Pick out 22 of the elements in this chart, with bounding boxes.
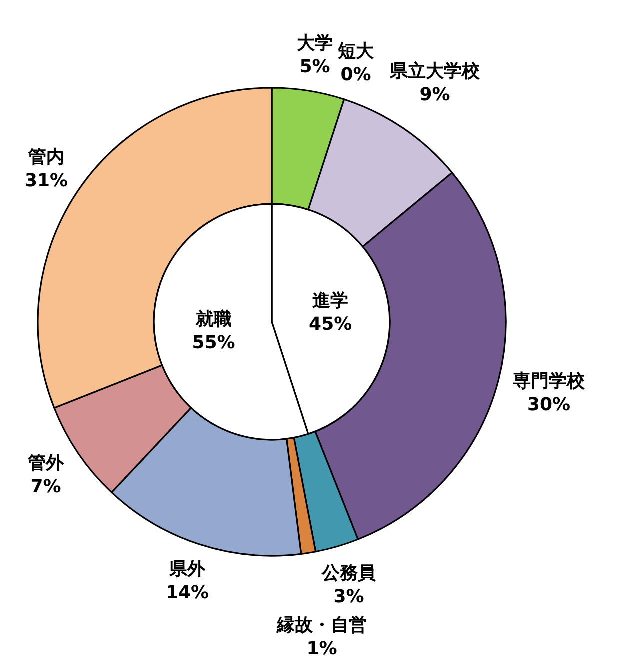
slice-label: 公務員 — [321, 563, 377, 584]
data-label: 14% — [166, 582, 210, 604]
slice-label: 就職 — [194, 309, 232, 330]
slice-label: 進学 — [312, 290, 349, 312]
data-label: 55% — [192, 332, 236, 354]
category-label: 短大 — [338, 41, 374, 62]
slice-label: 管内 — [28, 147, 65, 168]
slice-label: 管外 — [27, 453, 65, 474]
slice-label: 大学 — [296, 33, 333, 54]
slice-label: 県外 — [168, 559, 207, 580]
data-label: 7% — [30, 476, 62, 498]
data-label: 30% — [527, 394, 571, 416]
data-label: 3% — [334, 586, 364, 608]
slice-label: 専門学校 — [512, 371, 586, 392]
slice-label: 県立大学校 — [389, 61, 481, 82]
data-label: 31% — [25, 170, 68, 192]
data-label: 9% — [420, 84, 450, 106]
slice-label: 縁故・自営 — [276, 615, 367, 636]
data-label: 1% — [306, 638, 338, 660]
data-label: 45% — [309, 314, 352, 335]
data-label: 5% — [300, 56, 330, 78]
text: 0% — [340, 64, 372, 86]
